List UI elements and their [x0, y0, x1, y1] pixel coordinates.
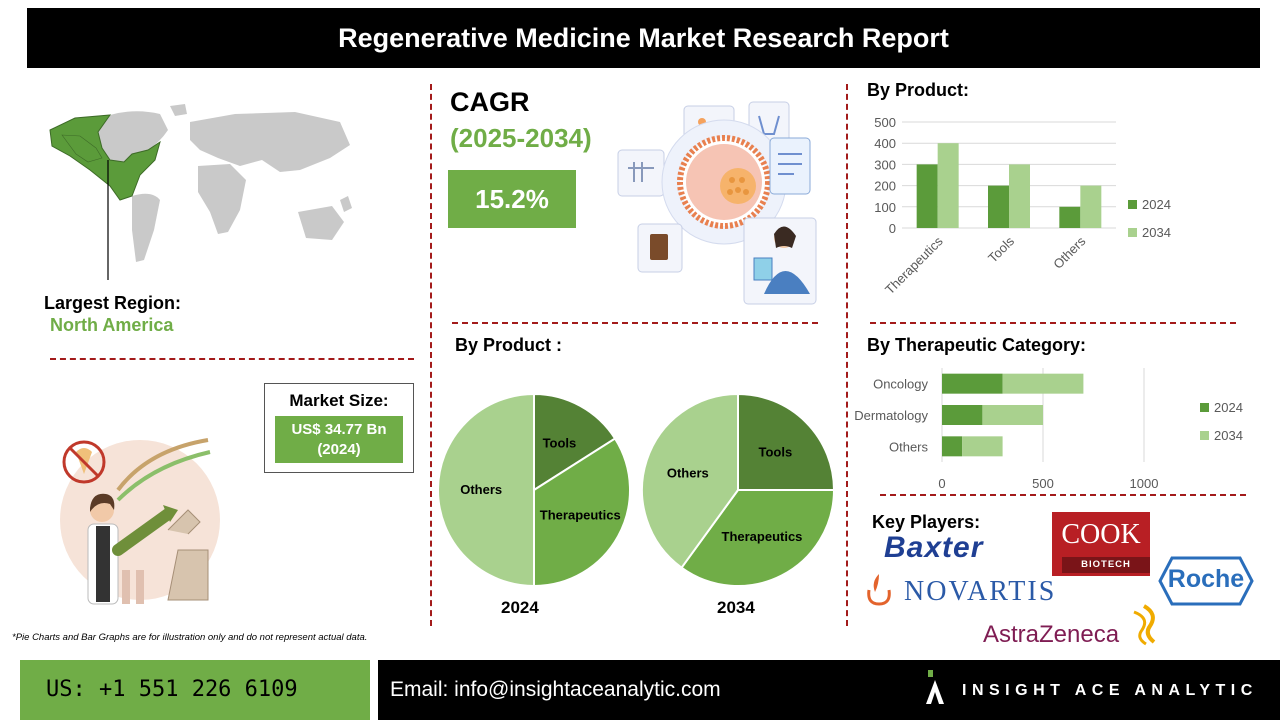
largest-region-label: Largest Region: [44, 293, 182, 313]
pie-slice-therapeutics [533, 437, 631, 588]
insight-ace-logo-icon [926, 670, 944, 704]
y-tick-label: 400 [874, 136, 896, 151]
novartis-icon [867, 574, 891, 606]
roche-logo: Roche [1158, 556, 1254, 606]
divider-cagr [452, 322, 818, 324]
roche-hexagon-icon [1158, 556, 1254, 606]
divider-bar1 [870, 322, 1236, 324]
bar-others-2034 [962, 436, 1003, 457]
novartis-logo: NOVARTIS [904, 576, 1057, 607]
pie-section-title: By Product : [455, 335, 563, 355]
phone-contact[interactable]: US: +1 551 226 6109 [20, 660, 370, 720]
key-players-title: Key Players: [872, 512, 981, 532]
y-tick-label: Others [889, 439, 929, 454]
bar-others-2024 [1059, 206, 1081, 228]
x-tick-label: 500 [1032, 476, 1054, 491]
y-tick-label: 500 [874, 115, 896, 130]
pie-slice-others [641, 392, 739, 570]
bar-therapeutics-2034 [937, 143, 959, 228]
scientist-illustration [60, 438, 220, 605]
y-tick-label: Dermatology [854, 408, 928, 423]
divider-region [50, 358, 414, 360]
bar-dermatology-2024 [942, 405, 983, 425]
product-pie-charts: Tools Therapeutics Others Tools Therapeutics… [437, 392, 836, 588]
bar2-title: By Therapeutic Category: [867, 335, 1087, 355]
bar-oncology-2024 [942, 373, 1003, 394]
lab-illustration [617, 101, 817, 305]
divider-bar2 [880, 494, 1246, 496]
legend-swatch-2034 [1200, 431, 1209, 440]
y-tick-label: 100 [874, 200, 896, 215]
pie-slice-others [437, 392, 535, 588]
bar-therapeutics-2024 [916, 164, 938, 228]
legend-swatch-2024 [1200, 403, 1209, 412]
market-size-box: Market Size: US$ 34.77 Bn (2024) [264, 383, 414, 473]
bar-others-2034 [1080, 185, 1102, 228]
pie-slice-tools [533, 392, 617, 492]
bar-tools-2024 [988, 185, 1009, 228]
market-size-value: US$ 34.77 Bn (2024) [275, 416, 403, 463]
market-size-label: Market Size: [289, 391, 389, 410]
astrazeneca-icon [1133, 604, 1156, 646]
cagr-value: 15.2% [448, 170, 576, 228]
bar-tools-2034 [1009, 164, 1030, 228]
bar1-title: By Product: [867, 80, 970, 100]
y-tick-label: Oncology [873, 377, 928, 392]
north-america-highlight [49, 114, 161, 201]
page-title: Regenerative Medicine Market Research Re… [27, 8, 1260, 68]
x-tick-label: 1000 [1130, 476, 1159, 491]
pie-label-tools: Tools [543, 436, 577, 451]
cagr-period: (2025-2034) [450, 123, 592, 153]
pie-year-2024: 2024 [501, 598, 539, 617]
roche-logo-text: Roche [1167, 565, 1245, 593]
brand-name: INSIGHT ACE ANALYTIC [962, 682, 1258, 699]
legend-label-2024: 2024 [1142, 197, 1171, 212]
cook-biotech-logo: COOK BIOTECH [1052, 512, 1150, 576]
footnote: *Pie Charts and Bar Graphs are for illus… [12, 632, 368, 643]
astrazeneca-logo: AstraZeneca [983, 621, 1120, 648]
product-bar-chart: 0 100 200 300 400 500 Therapeutics Tools Others 2… [874, 115, 1171, 297]
market-size-year: (2024) [317, 441, 361, 458]
cook-logo-text: COOK [1061, 519, 1141, 550]
pie-label-therapeutics: Therapeutics [540, 507, 621, 522]
bar-dermatology-2034 [982, 405, 1043, 425]
divider-vertical-left [430, 84, 432, 626]
pie-label-therapeutics: Therapeutics [722, 529, 803, 544]
market-size-amount: US$ 34.77 Bn [291, 421, 387, 438]
world-map-illustration [49, 104, 352, 280]
legend-label-2034: 2034 [1142, 225, 1171, 240]
pie-year-2034: 2034 [717, 598, 755, 617]
bar-oncology-2034 [1002, 373, 1084, 394]
x-tick-label: Tools [985, 233, 1017, 265]
largest-region-value: North America [50, 315, 174, 335]
pie-slice-therapeutics [680, 489, 836, 587]
legend-label-2024: 2024 [1214, 400, 1243, 415]
legend-swatch-2024 [1128, 200, 1137, 209]
email-contact[interactable]: Email: info@insightaceanalytic.com [378, 660, 1280, 720]
biotech-logo-text: BIOTECH [1062, 557, 1150, 573]
bar-others-2024 [942, 436, 963, 457]
divider-vertical-right [846, 84, 848, 626]
legend-label-2034: 2034 [1214, 428, 1243, 443]
y-tick-label: 200 [874, 179, 896, 194]
pie-label-others: Others [667, 466, 709, 481]
baxter-logo: Baxter [884, 531, 984, 564]
pie-label-others: Others [460, 482, 502, 497]
cagr-label: CAGR [450, 87, 530, 117]
x-tick-label: Others [1050, 233, 1089, 272]
y-tick-label: 300 [874, 157, 896, 172]
legend-swatch-2034 [1128, 228, 1137, 237]
therapeutic-bar-chart: 0 500 1000 Oncology Dermatology Others 2024 203… [854, 368, 1243, 491]
y-tick-label: 0 [889, 221, 896, 236]
x-tick-label: Therapeutics [882, 233, 946, 297]
pie-slice-tools [737, 392, 836, 491]
pie-label-tools: Tools [758, 445, 792, 460]
x-tick-label: 0 [938, 476, 945, 491]
